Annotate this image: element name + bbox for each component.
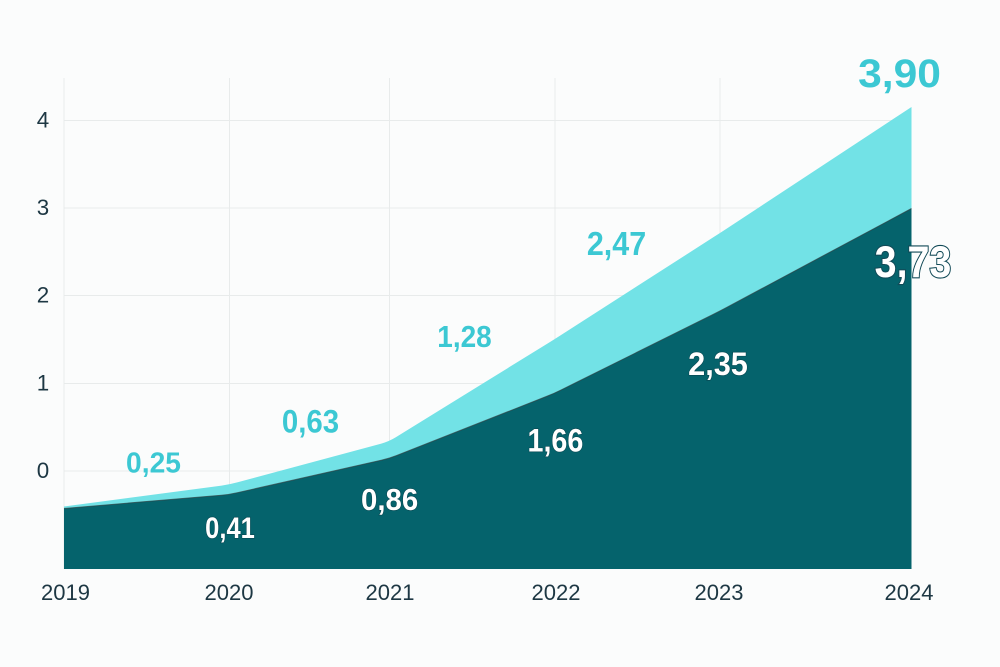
svg-text:2021: 2021 — [366, 580, 415, 605]
svg-text:2020: 2020 — [205, 580, 254, 605]
svg-text:4: 4 — [37, 107, 49, 132]
svg-text:1,28: 1,28 — [437, 320, 491, 355]
svg-text:0,41: 0,41 — [205, 512, 255, 545]
svg-text:0,25: 0,25 — [126, 447, 181, 479]
svg-text:3: 3 — [37, 195, 49, 220]
svg-text:2,47: 2,47 — [587, 225, 646, 262]
svg-text:0,63: 0,63 — [282, 403, 339, 440]
svg-text:2019: 2019 — [41, 580, 90, 605]
svg-text:3,90: 3,90 — [858, 51, 941, 95]
svg-text:1,66: 1,66 — [528, 423, 584, 459]
svg-text:2023: 2023 — [695, 580, 744, 605]
svg-text:2,35: 2,35 — [688, 345, 748, 382]
svg-text:2: 2 — [37, 283, 49, 308]
svg-text:0: 0 — [37, 458, 49, 483]
svg-text:3,73: 3,73 — [875, 237, 952, 287]
svg-text:2022: 2022 — [532, 580, 581, 605]
svg-text:0,86: 0,86 — [361, 483, 418, 517]
svg-text:2024: 2024 — [885, 580, 934, 605]
svg-text:1: 1 — [37, 370, 49, 395]
